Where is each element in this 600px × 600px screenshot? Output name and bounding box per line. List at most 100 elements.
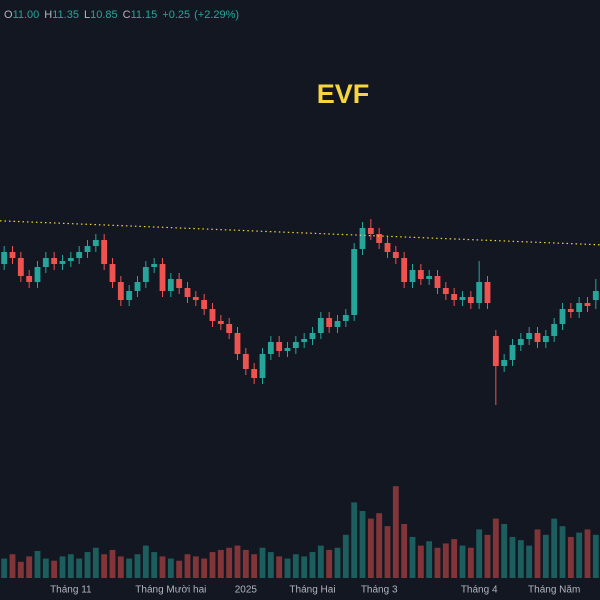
candle-body — [167, 279, 174, 291]
volume-bar — [84, 552, 91, 578]
candle-body — [301, 339, 308, 342]
candle-body — [217, 321, 224, 324]
volume-bar — [542, 534, 549, 578]
candle-body — [384, 243, 391, 252]
volume-bar — [226, 547, 233, 578]
volume-bar — [484, 534, 491, 578]
candle-body — [251, 369, 258, 378]
candle-body — [59, 261, 66, 264]
volume-bar — [9, 554, 16, 578]
x-tick-label: Tháng Hai — [289, 585, 335, 596]
volume-bar — [451, 539, 458, 578]
x-tick-label: Tháng Năm — [528, 585, 580, 596]
volume-bar — [276, 556, 283, 578]
candle-body — [76, 252, 83, 258]
volume-bar — [117, 556, 124, 578]
volume-bar — [317, 545, 324, 578]
volume-bar — [559, 526, 566, 578]
candle-body — [117, 282, 124, 300]
header-value: 11.00 — [13, 9, 40, 21]
volume-bar — [401, 524, 408, 578]
volume-bar — [201, 558, 208, 578]
volume-bar — [442, 543, 449, 578]
candle-body — [351, 249, 358, 315]
candle-body — [584, 303, 591, 306]
volume-bar — [342, 534, 349, 578]
volume-bar — [367, 518, 374, 578]
x-tick-label: Tháng Mười hai — [135, 585, 206, 596]
volume-bar — [209, 552, 216, 578]
volume-bar — [392, 486, 399, 578]
candle-body — [51, 258, 58, 264]
candle-body — [476, 282, 483, 303]
candle-body — [276, 342, 283, 351]
candle-body — [209, 309, 216, 321]
volume-bar — [234, 545, 241, 578]
candle-body — [192, 297, 199, 300]
x-tick-label: Tháng 11 — [50, 585, 92, 596]
candle-body — [376, 234, 383, 243]
volume-bar — [101, 554, 108, 578]
volume-bar — [534, 529, 541, 578]
candle-body — [176, 279, 183, 288]
volume-bar — [517, 540, 524, 578]
candle-body — [259, 354, 266, 378]
volume-bar — [42, 558, 49, 578]
candle-body — [326, 318, 333, 327]
candle-body — [42, 258, 49, 267]
candle-body — [551, 324, 558, 336]
volume-bar — [67, 554, 74, 578]
candle-body — [142, 267, 149, 282]
volume-bar — [301, 556, 308, 578]
candle-body — [292, 342, 299, 348]
volume-bar — [334, 547, 341, 578]
volume-bar — [176, 560, 183, 578]
candle-body — [542, 336, 549, 342]
ohlc-header: O11.00 H11.35 L10.85 C11.15 +0.25 (+2.29%) — [4, 9, 239, 21]
volume-bar — [134, 554, 141, 578]
volume-bar — [292, 554, 299, 578]
candle-body — [184, 288, 191, 297]
volume-bar — [384, 526, 391, 578]
candle-body — [242, 354, 249, 369]
header-label: H — [44, 9, 52, 21]
volume-bar — [351, 502, 358, 578]
volume-bar — [59, 556, 66, 578]
candle-body — [517, 339, 524, 345]
volume-bar — [26, 556, 33, 578]
volume-bar — [326, 549, 333, 578]
candle-body — [434, 276, 441, 288]
candle-body — [451, 294, 458, 300]
volume-bar — [142, 545, 149, 578]
volume-bar — [34, 551, 41, 578]
volume-bar — [126, 558, 133, 578]
candle-body — [334, 321, 341, 327]
candle-body — [126, 291, 133, 300]
candle-body — [342, 315, 349, 321]
volume-bar — [1, 558, 8, 578]
candle-body — [309, 333, 316, 339]
candle-body — [501, 360, 508, 366]
candle-body — [367, 228, 374, 234]
volume-bar — [192, 556, 199, 578]
header-label: C — [123, 9, 131, 21]
header-change: +0.25 — [162, 9, 190, 21]
header-label: L — [84, 9, 90, 21]
volume-bar — [476, 529, 483, 578]
candle-body — [417, 270, 424, 279]
volume-bar — [217, 549, 224, 578]
header-change-pct: (+2.29%) — [194, 9, 239, 21]
candle-body — [492, 336, 499, 366]
candle-body — [267, 342, 274, 354]
candle-body — [92, 240, 99, 246]
header-label: O — [4, 9, 13, 21]
candle-body — [1, 252, 8, 264]
candle-body — [359, 228, 366, 249]
candle-body — [109, 264, 116, 282]
candle-body — [226, 324, 233, 333]
candle-body — [284, 348, 291, 351]
volume-bar — [242, 549, 249, 578]
volume-bar — [551, 518, 558, 578]
